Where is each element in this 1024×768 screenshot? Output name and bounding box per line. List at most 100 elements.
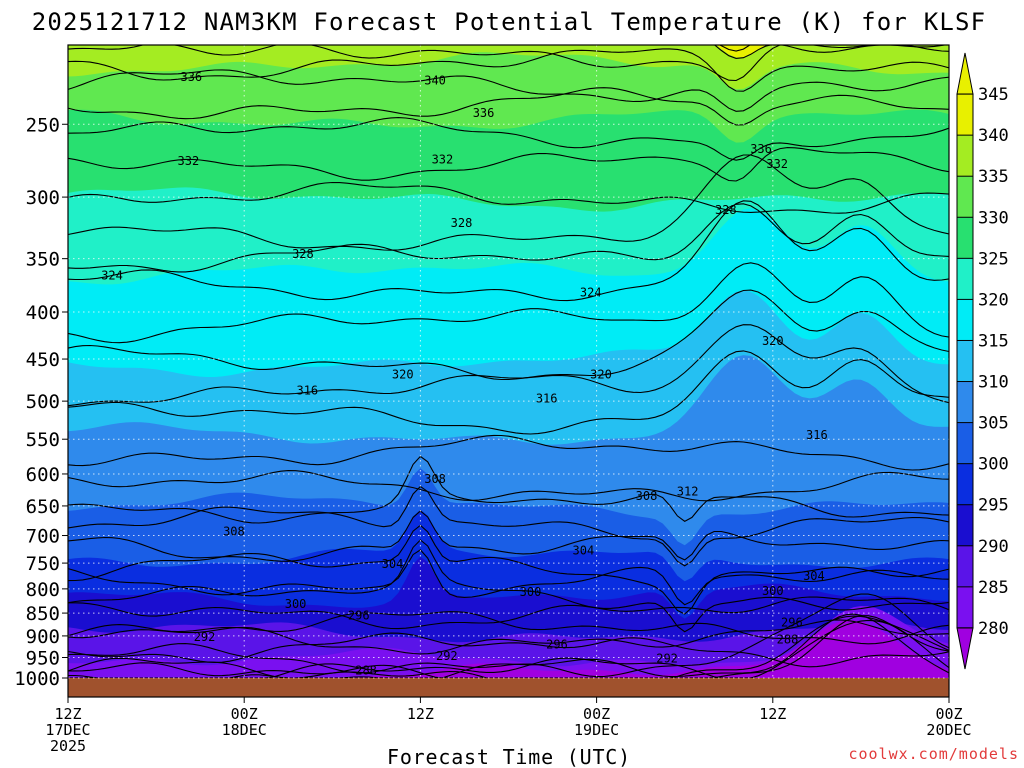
y-tick-label: 350 (26, 249, 60, 271)
contour-label-308: 308 (424, 472, 446, 486)
contour-292 (68, 632, 949, 668)
colorbar-tick-label: 310 (978, 373, 1009, 393)
contour-306 (68, 510, 949, 562)
colorbar-tick-label: 295 (978, 496, 1009, 516)
contour-label-332: 332 (178, 154, 200, 168)
plot-frame (67, 44, 950, 698)
x-tick-label: 12Z (759, 705, 786, 723)
contour-304 (68, 524, 949, 615)
contour-label-316: 316 (296, 384, 318, 398)
contour-294 (68, 619, 949, 655)
contour-label-292: 292 (436, 649, 458, 663)
contour-330 (68, 181, 949, 214)
contour-label-308: 308 (223, 525, 245, 539)
contour-label-332: 332 (432, 152, 454, 166)
x-axis-label: Forecast Time (UTC) (387, 745, 631, 768)
color-bands (68, 45, 949, 679)
contour-308 (68, 485, 949, 567)
colorbar-tick-label: 335 (978, 167, 1009, 187)
contour-label-296: 296 (348, 608, 370, 622)
contour-label-340: 340 (424, 73, 446, 87)
colorbar-tick-label: 285 (978, 578, 1009, 598)
contour-label-324: 324 (101, 268, 123, 282)
contour-320 (68, 289, 949, 381)
contour-label-308: 308 (636, 489, 658, 503)
colorbar-band-300 (957, 463, 973, 506)
x-tick-label: 00Z (231, 705, 258, 723)
contour-332 (68, 147, 949, 182)
contour-label-288: 288 (777, 632, 799, 646)
x-tick-label: 00Z (935, 705, 962, 723)
y-tick-label: 750 (26, 553, 60, 575)
contour-344 (111, 45, 948, 59)
y-tick-label: 550 (26, 429, 60, 451)
colorbar: 345 340 335 330 325 320 315 310 305 300 295 290 285 2… (956, 52, 1009, 670)
contour-314 (68, 434, 949, 471)
band-280 (68, 620, 949, 678)
y-tick-label: 400 (26, 302, 60, 324)
x-tick-label: 18DEC (222, 721, 267, 739)
ground-surface (68, 678, 949, 697)
colorbar-band-285 (957, 586, 973, 629)
y-tick-label: 800 (26, 579, 60, 601)
colorbar-tick-label: 345 (978, 85, 1009, 105)
contour-324 (68, 200, 949, 302)
x-tick-label: 12Z (407, 705, 434, 723)
contour-label-304: 304 (382, 557, 404, 571)
colorbar-band-325 (957, 258, 973, 300)
colorbar-band-315 (957, 340, 973, 383)
contour-label-300: 300 (762, 584, 784, 598)
grid-lines (68, 45, 949, 679)
contour-label-316: 316 (806, 428, 828, 442)
contour-label-288: 288 (355, 664, 377, 678)
contour-328 (68, 154, 949, 251)
contour-label-304: 304 (573, 544, 595, 558)
x-tick-label: 17DEC (45, 721, 90, 739)
contour-296 (68, 611, 949, 645)
contour-336 (68, 87, 949, 126)
band-285 (68, 606, 949, 678)
contour-label-296: 296 (546, 638, 568, 652)
colorbar-tick-label: 330 (978, 208, 1009, 228)
x-tick-label: 20DEC (926, 721, 971, 739)
contour-label-300: 300 (285, 597, 307, 611)
y-axis: 2503003504004505005506006507007508008509… (14, 114, 68, 690)
y-tick-label: 950 (26, 648, 60, 670)
contour-label-300: 300 (520, 585, 542, 599)
contour-label-292: 292 (656, 651, 678, 665)
colorbar-max-arrow (956, 52, 974, 95)
x-tick-label: 19DEC (574, 721, 619, 739)
y-tick-label: 1000 (14, 668, 60, 690)
y-tick-label: 850 (26, 603, 60, 625)
y-tick-label: 650 (26, 496, 60, 518)
colorbar-band-290 (957, 545, 973, 588)
colorbar-band-320 (957, 299, 973, 341)
contour-label-332: 332 (766, 157, 788, 171)
colorbar-tick-label: 290 (978, 537, 1009, 557)
watermark: coolwx.com/models (848, 745, 1019, 763)
colorbar-tick-label: 325 (978, 249, 1009, 269)
contour-316 (68, 350, 949, 435)
contour-290 (68, 593, 949, 678)
colorbar-tick-label: 300 (978, 455, 1009, 475)
contour-334 (68, 117, 949, 161)
contour-label-324: 324 (580, 286, 602, 300)
contour-label-312: 312 (677, 485, 699, 499)
colorbar-tick-label: 305 (978, 414, 1009, 434)
contour-label-320: 320 (762, 334, 784, 348)
contour-342 (68, 45, 949, 82)
contour-label-336: 336 (473, 106, 495, 120)
colorbar-band-305 (957, 422, 973, 465)
colorbar-band-340 (957, 135, 973, 177)
y-tick-label: 900 (26, 626, 60, 648)
contour-310 (68, 455, 949, 524)
contour-326 (68, 203, 949, 273)
contour-label-320: 320 (392, 368, 414, 382)
y-tick-label: 250 (26, 114, 60, 136)
y-tick-label: 600 (26, 464, 60, 486)
contour-lines (68, 45, 949, 679)
contour-label-304: 304 (803, 569, 825, 583)
contour-label-320: 320 (590, 368, 612, 382)
